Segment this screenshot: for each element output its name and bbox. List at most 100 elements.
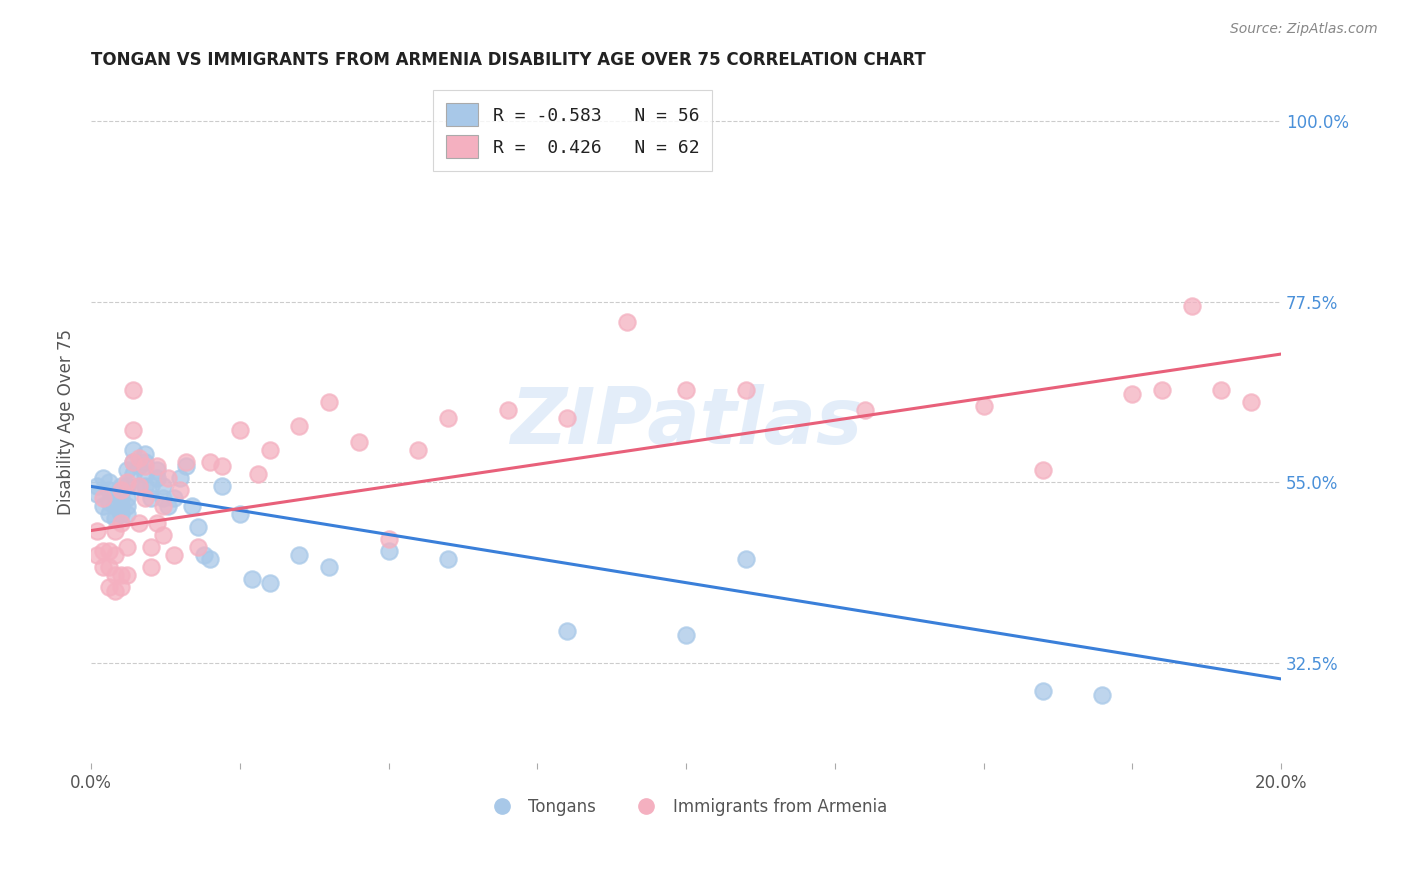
Point xyxy=(121,443,143,458)
Point xyxy=(110,500,132,514)
Point xyxy=(181,500,204,514)
Point xyxy=(675,383,697,397)
Point xyxy=(198,551,221,566)
Point xyxy=(115,491,138,506)
Point xyxy=(86,479,108,493)
Point xyxy=(86,548,108,562)
Point xyxy=(169,471,191,485)
Point xyxy=(115,479,138,493)
Point xyxy=(211,459,233,474)
Point xyxy=(128,451,150,466)
Point xyxy=(98,508,121,522)
Point xyxy=(110,508,132,522)
Point xyxy=(163,548,186,562)
Point xyxy=(555,624,578,638)
Point xyxy=(115,475,138,490)
Point xyxy=(91,491,114,506)
Point xyxy=(98,483,121,498)
Point xyxy=(110,580,132,594)
Y-axis label: Disability Age Over 75: Disability Age Over 75 xyxy=(58,329,75,516)
Point xyxy=(318,395,340,409)
Point xyxy=(187,519,209,533)
Point xyxy=(134,447,156,461)
Point xyxy=(152,500,174,514)
Point xyxy=(115,567,138,582)
Point xyxy=(288,548,311,562)
Point xyxy=(1181,299,1204,313)
Point xyxy=(91,500,114,514)
Point xyxy=(157,471,180,485)
Point xyxy=(176,455,198,469)
Point xyxy=(616,315,638,329)
Point xyxy=(98,543,121,558)
Point xyxy=(121,383,143,397)
Point xyxy=(145,516,167,530)
Point xyxy=(128,479,150,493)
Point xyxy=(115,508,138,522)
Point xyxy=(139,540,162,554)
Point xyxy=(347,435,370,450)
Point xyxy=(139,491,162,506)
Point xyxy=(853,403,876,417)
Point xyxy=(139,559,162,574)
Point xyxy=(98,559,121,574)
Point xyxy=(496,403,519,417)
Point xyxy=(104,511,127,525)
Point xyxy=(104,583,127,598)
Point xyxy=(1211,383,1233,397)
Point xyxy=(973,399,995,413)
Point xyxy=(211,479,233,493)
Point xyxy=(115,500,138,514)
Point xyxy=(104,567,127,582)
Point xyxy=(437,551,460,566)
Point xyxy=(1091,688,1114,702)
Point xyxy=(134,459,156,474)
Point xyxy=(139,479,162,493)
Point xyxy=(121,467,143,482)
Point xyxy=(318,559,340,574)
Point xyxy=(240,572,263,586)
Text: Source: ZipAtlas.com: Source: ZipAtlas.com xyxy=(1230,22,1378,37)
Point xyxy=(157,500,180,514)
Point xyxy=(98,580,121,594)
Text: ZIPatlas: ZIPatlas xyxy=(510,384,862,460)
Text: TONGAN VS IMMIGRANTS FROM ARMENIA DISABILITY AGE OVER 75 CORRELATION CHART: TONGAN VS IMMIGRANTS FROM ARMENIA DISABI… xyxy=(91,51,927,69)
Point xyxy=(675,628,697,642)
Point xyxy=(259,443,281,458)
Point xyxy=(1032,463,1054,477)
Point xyxy=(288,419,311,434)
Point xyxy=(169,483,191,498)
Point xyxy=(145,471,167,485)
Point xyxy=(1121,387,1143,401)
Point xyxy=(121,423,143,437)
Point xyxy=(134,455,156,469)
Point xyxy=(110,567,132,582)
Point xyxy=(91,471,114,485)
Point xyxy=(110,483,132,498)
Point xyxy=(121,455,143,469)
Point xyxy=(152,479,174,493)
Point xyxy=(193,548,215,562)
Point xyxy=(134,491,156,506)
Point xyxy=(734,383,756,397)
Point xyxy=(1150,383,1173,397)
Point xyxy=(115,463,138,477)
Point xyxy=(259,575,281,590)
Point xyxy=(246,467,269,482)
Point xyxy=(1240,395,1263,409)
Point xyxy=(134,467,156,482)
Point xyxy=(377,532,399,546)
Point xyxy=(121,455,143,469)
Point xyxy=(187,540,209,554)
Point xyxy=(128,479,150,493)
Point xyxy=(98,495,121,509)
Point xyxy=(86,524,108,538)
Point xyxy=(408,443,430,458)
Point xyxy=(176,459,198,474)
Point xyxy=(115,540,138,554)
Point xyxy=(437,411,460,425)
Point xyxy=(104,487,127,501)
Point xyxy=(128,459,150,474)
Point xyxy=(98,475,121,490)
Point xyxy=(152,491,174,506)
